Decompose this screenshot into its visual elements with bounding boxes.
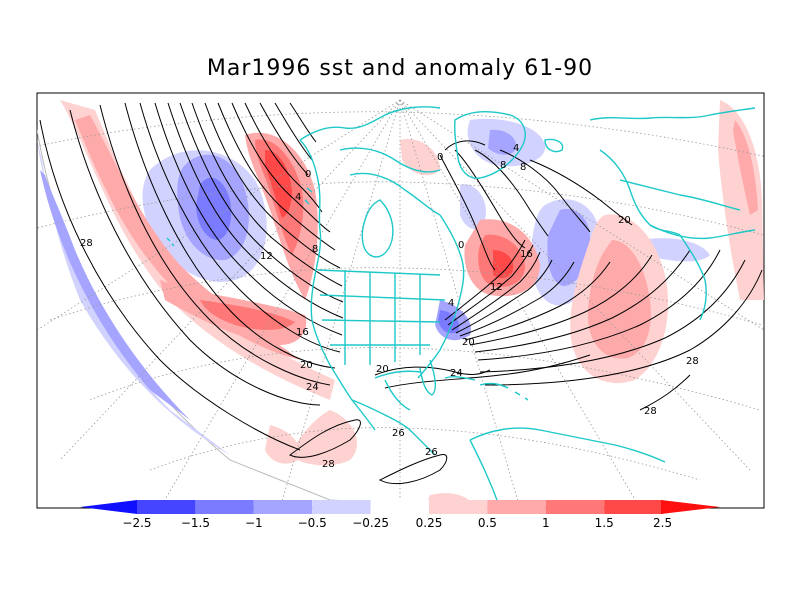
contour-label: 0	[437, 152, 443, 163]
contour-label: 26	[392, 428, 405, 439]
colorbar-box	[487, 500, 546, 514]
colorbar-tick-label: 0.5	[478, 516, 497, 530]
sst-contours	[39, 102, 763, 485]
contour-label-layer: 28 12 8 4 0 16 20 24 28 26 0 4 8 8 16 12…	[80, 143, 699, 470]
contour-label: 8	[500, 160, 506, 171]
colorbar-tick-label: −2.5	[122, 516, 151, 530]
colorbar-box	[253, 500, 313, 514]
contour-label: 8	[520, 162, 526, 173]
colorbar-boxes	[137, 500, 663, 514]
colorbar-box	[312, 500, 371, 514]
colorbar-box	[604, 500, 663, 514]
colorbar-tick-label: 1.5	[595, 516, 614, 530]
contour-label: 28	[644, 406, 657, 417]
contour-label: 28	[322, 459, 335, 470]
colorbar-tick-label: −0.25	[352, 516, 389, 530]
contour-label: 4	[295, 192, 301, 203]
colorbar-tick-label: 0.25	[416, 516, 443, 530]
contour-label: 20	[376, 364, 389, 375]
contour-label: 0	[458, 240, 464, 251]
colorbar: −2.5 −1.5 −1 −0.5 −0.25 0.25 0.5 1 1.5 2.5	[80, 500, 720, 530]
colorbar-box	[370, 500, 429, 514]
contour-label: 20	[300, 360, 313, 371]
colorbar-tick-label: −1.5	[181, 516, 210, 530]
contour-label: 4	[513, 143, 519, 154]
colorbar-tick-label: −1	[245, 516, 263, 530]
colorbar-box	[195, 500, 254, 514]
contour-label: 8	[312, 244, 318, 255]
map-title: Mar1996 sst and anomaly 61-90	[206, 56, 594, 81]
colorbar-tick-label: 1	[542, 516, 550, 530]
contour-label: 12	[490, 282, 503, 293]
contour-label: 0	[305, 169, 311, 180]
contour-label: 16	[296, 327, 309, 338]
contour-label: 24	[306, 382, 319, 393]
contour-label: 16	[520, 249, 533, 260]
coastlines	[166, 106, 756, 508]
contour-label: 20	[462, 337, 475, 348]
colorbar-tick-label: −0.5	[298, 516, 327, 530]
contour-label: 28	[80, 238, 93, 249]
positive-anomaly-layer	[60, 100, 764, 508]
contour-label: 24	[450, 368, 463, 379]
contour-label: 12	[260, 251, 273, 262]
contour-label: 28	[686, 356, 699, 367]
colorbar-box	[137, 500, 196, 514]
contour-label: 4	[448, 298, 454, 309]
colorbar-low-arrow	[80, 500, 137, 514]
contour-label: 26	[425, 447, 438, 458]
colorbar-tick-label: 2.5	[653, 516, 672, 530]
colorbar-box	[429, 500, 488, 514]
colorbar-labels: −2.5 −1.5 −1 −0.5 −0.25 0.25 0.5 1 1.5 2.5	[122, 516, 672, 530]
colorbar-box	[545, 500, 605, 514]
colorbar-high-arrow	[661, 500, 720, 514]
contour-label: 20	[618, 215, 631, 226]
